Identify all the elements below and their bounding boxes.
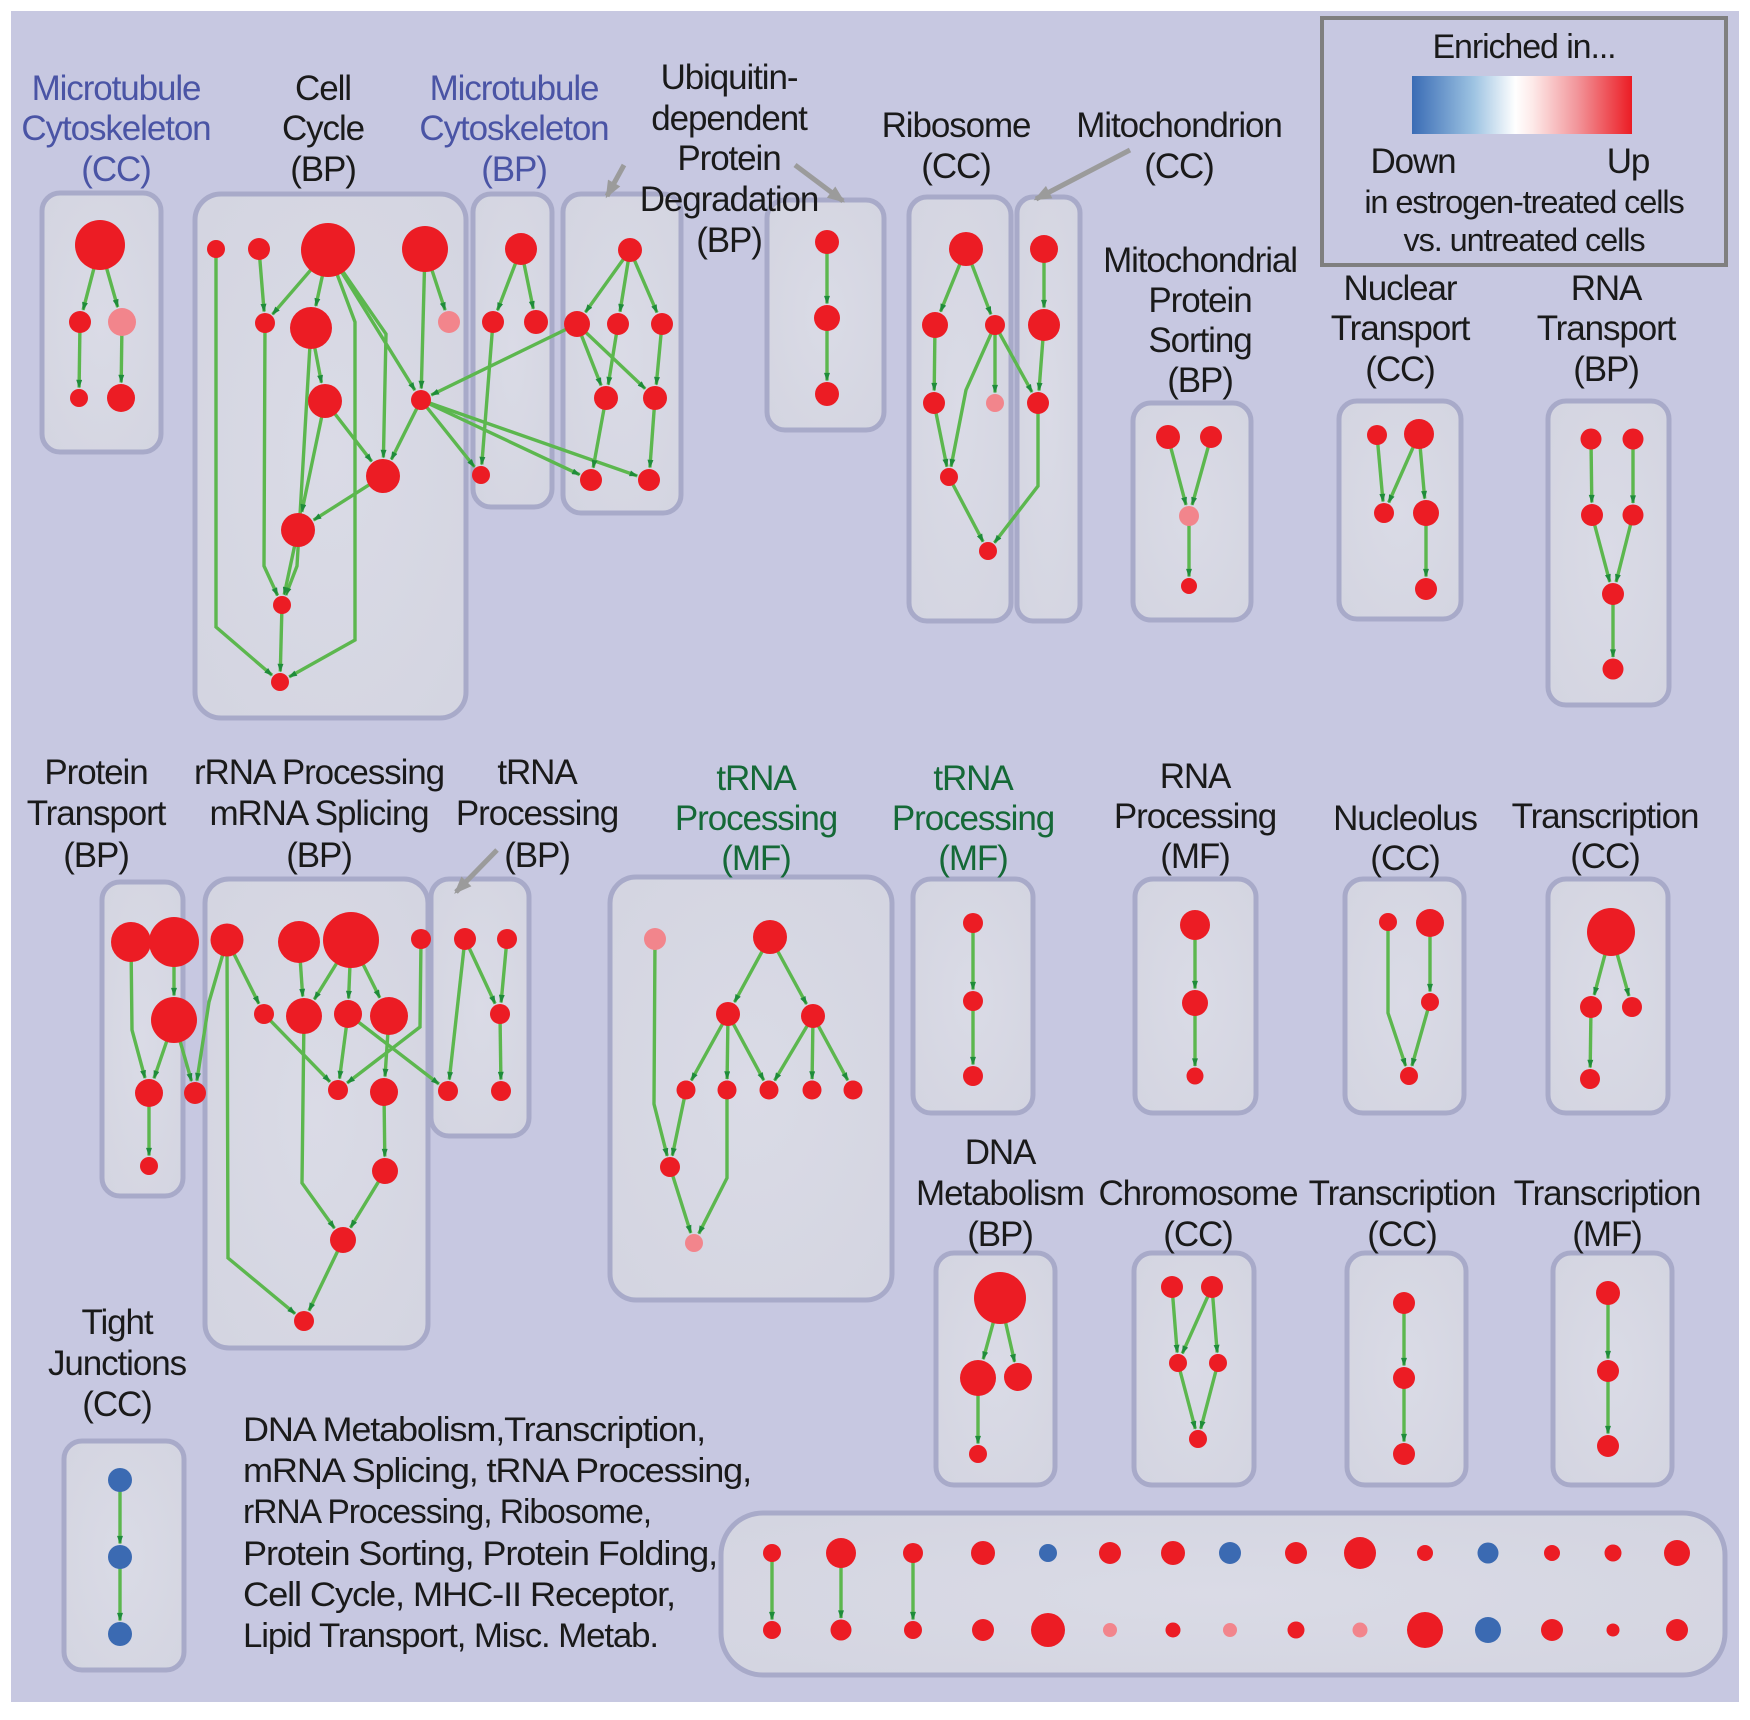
- svg-text:Processing: Processing: [1114, 797, 1276, 836]
- svg-text:Microtubule: Microtubule: [430, 69, 599, 108]
- svg-text:Transcription: Transcription: [1309, 1174, 1496, 1213]
- svg-text:(MF): (MF): [1160, 837, 1229, 876]
- svg-text:DNA: DNA: [965, 1133, 1037, 1172]
- svg-text:mRNA Splicing: mRNA Splicing: [209, 794, 428, 833]
- svg-text:Down: Down: [1370, 142, 1455, 181]
- svg-text:(CC): (CC): [1370, 839, 1439, 878]
- svg-text:Lipid Transport, Misc. Metab.: Lipid Transport, Misc. Metab.: [243, 1617, 658, 1655]
- svg-text:Ubiquitin-: Ubiquitin-: [661, 58, 798, 97]
- svg-text:(CC): (CC): [1144, 147, 1213, 186]
- svg-text:RNA: RNA: [1160, 757, 1232, 796]
- svg-text:Metabolism: Metabolism: [916, 1174, 1084, 1213]
- svg-text:(CC): (CC): [81, 150, 150, 189]
- svg-text:Junctions: Junctions: [48, 1344, 187, 1383]
- svg-text:(CC): (CC): [1365, 350, 1434, 389]
- svg-text:Transport: Transport: [27, 794, 167, 833]
- svg-text:tRNA: tRNA: [933, 759, 1014, 798]
- svg-text:(MF): (MF): [1572, 1215, 1641, 1254]
- svg-text:DNA Metabolism,Transcription,: DNA Metabolism,Transcription,: [243, 1411, 705, 1449]
- svg-text:Nuclear: Nuclear: [1344, 269, 1458, 308]
- svg-text:tRNA: tRNA: [716, 759, 797, 798]
- svg-text:rRNA Processing, Ribosome,: rRNA Processing, Ribosome,: [243, 1493, 651, 1531]
- svg-text:tRNA: tRNA: [497, 753, 578, 792]
- svg-text:Transcription: Transcription: [1514, 1174, 1701, 1213]
- svg-text:(CC): (CC): [82, 1385, 151, 1424]
- svg-text:Cycle: Cycle: [282, 109, 364, 148]
- svg-text:Transport: Transport: [1537, 309, 1677, 348]
- svg-text:in estrogen-treated cells: in estrogen-treated cells: [1364, 184, 1684, 220]
- svg-text:(BP): (BP): [967, 1215, 1033, 1254]
- svg-text:Protein: Protein: [677, 139, 780, 178]
- svg-text:(BP): (BP): [504, 836, 570, 875]
- svg-text:(CC): (CC): [1367, 1215, 1436, 1254]
- svg-text:Degradation: Degradation: [640, 180, 819, 219]
- svg-text:(BP): (BP): [481, 150, 547, 189]
- svg-text:(CC): (CC): [1570, 837, 1639, 876]
- svg-text:rRNA Processing: rRNA Processing: [194, 753, 444, 792]
- svg-text:(BP): (BP): [286, 836, 352, 875]
- svg-text:Up: Up: [1607, 142, 1650, 181]
- svg-text:Ribosome: Ribosome: [882, 106, 1031, 145]
- svg-text:mRNA Splicing, tRNA Processing: mRNA Splicing, tRNA Processing,: [243, 1452, 751, 1490]
- svg-text:(BP): (BP): [63, 836, 129, 875]
- svg-text:(BP): (BP): [696, 221, 762, 260]
- svg-text:Chromosome: Chromosome: [1098, 1174, 1297, 1213]
- svg-text:Sorting: Sorting: [1148, 321, 1251, 360]
- svg-text:Tight: Tight: [81, 1303, 153, 1342]
- svg-text:dependent: dependent: [651, 99, 808, 138]
- svg-text:Cell: Cell: [295, 69, 351, 108]
- svg-text:Cell Cycle, MHC-II Receptor,: Cell Cycle, MHC-II Receptor,: [243, 1576, 675, 1614]
- svg-text:RNA: RNA: [1571, 269, 1643, 308]
- svg-text:(MF): (MF): [938, 839, 1007, 878]
- svg-text:Mitochondrion: Mitochondrion: [1076, 106, 1282, 145]
- svg-text:Enriched in...: Enriched in...: [1432, 28, 1615, 66]
- svg-text:Processing: Processing: [456, 794, 618, 833]
- svg-text:Transport: Transport: [1331, 309, 1471, 348]
- svg-text:Microtubule: Microtubule: [32, 69, 201, 108]
- svg-text:vs. untreated cells: vs. untreated cells: [1403, 222, 1645, 258]
- svg-text:Cytoskeleton: Cytoskeleton: [21, 109, 210, 148]
- svg-text:(MF): (MF): [721, 839, 790, 878]
- svg-text:Protein: Protein: [44, 753, 147, 792]
- svg-text:(BP): (BP): [1167, 361, 1233, 400]
- svg-text:Mitochondrial: Mitochondrial: [1103, 241, 1297, 280]
- svg-text:Cytoskeleton: Cytoskeleton: [419, 109, 608, 148]
- svg-text:(CC): (CC): [921, 147, 990, 186]
- svg-text:Processing: Processing: [675, 799, 837, 838]
- svg-text:Protein: Protein: [1148, 281, 1251, 320]
- svg-text:Transcription: Transcription: [1512, 797, 1699, 836]
- svg-text:(BP): (BP): [290, 150, 356, 189]
- svg-text:(CC): (CC): [1163, 1215, 1232, 1254]
- svg-text:Nucleolus: Nucleolus: [1333, 799, 1477, 838]
- svg-text:Processing: Processing: [892, 799, 1054, 838]
- svg-text:Protein Sorting, Protein Foldi: Protein Sorting, Protein Folding,: [243, 1535, 717, 1573]
- svg-text:(BP): (BP): [1573, 350, 1639, 389]
